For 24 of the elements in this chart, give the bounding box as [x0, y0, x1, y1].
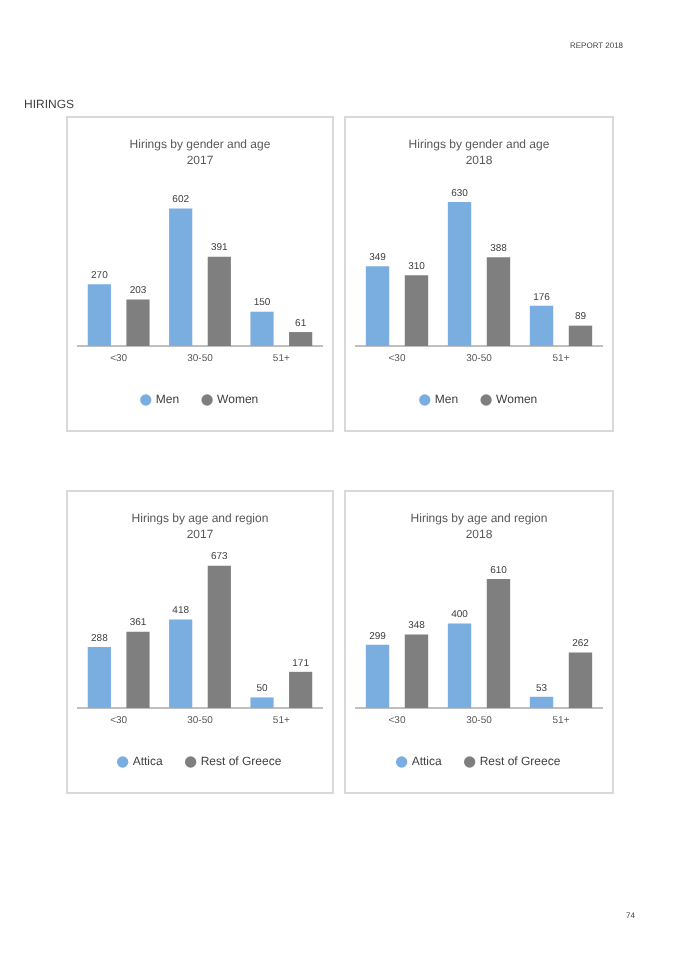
bar [568, 652, 593, 708]
bar [250, 311, 274, 346]
bar [169, 619, 193, 708]
bar [404, 634, 429, 708]
bar [87, 647, 111, 708]
bar [126, 631, 150, 708]
bar [447, 202, 472, 346]
bar [365, 266, 390, 346]
bar [289, 671, 313, 708]
bar [250, 697, 274, 708]
bar [169, 208, 193, 346]
bar [289, 332, 313, 346]
bar [207, 565, 231, 708]
bar [568, 325, 593, 346]
bar [447, 623, 472, 708]
bar [486, 257, 511, 346]
bar [486, 579, 511, 708]
bar [404, 275, 429, 346]
bar [529, 696, 554, 708]
bar [365, 644, 390, 708]
bar [87, 284, 111, 346]
bar [126, 299, 150, 346]
bar [529, 305, 554, 346]
bar [207, 256, 231, 346]
